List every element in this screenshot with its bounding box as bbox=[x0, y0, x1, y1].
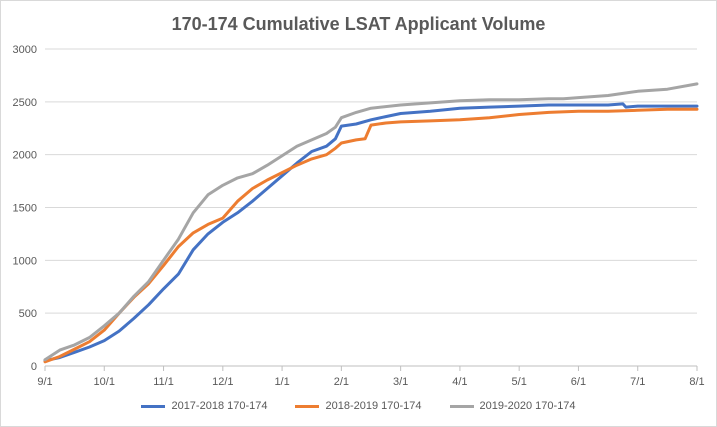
y-tick-label: 1500 bbox=[13, 203, 37, 215]
y-tick-label: 2000 bbox=[13, 150, 37, 162]
y-tick-label: 0 bbox=[31, 361, 37, 373]
x-tick-label: 4/1 bbox=[452, 376, 467, 388]
x-tick-label: 12/1 bbox=[212, 376, 233, 388]
axes: 0 500 1000 1500 2000 2500 3000 9/1 10/1 11/1 12/1 1… bbox=[13, 44, 705, 388]
x-tick-label: 5/1 bbox=[512, 376, 527, 388]
x-tick-label: 3/1 bbox=[393, 376, 408, 388]
legend-swatch bbox=[295, 404, 320, 408]
legend-label: 2017-2018 170-174 bbox=[171, 400, 268, 412]
y-tick-label: 2500 bbox=[13, 97, 37, 109]
x-tick-label: 10/1 bbox=[94, 376, 115, 388]
y-tick-label: 500 bbox=[19, 308, 37, 320]
series-line-1 bbox=[43, 102, 699, 363]
x-tick-label: 2/1 bbox=[334, 376, 349, 388]
y-tick-label: 1000 bbox=[13, 255, 37, 267]
x-tick-label: 1/1 bbox=[274, 376, 289, 388]
x-tick-label: 6/1 bbox=[571, 376, 586, 388]
legend-label: 2018-2019 170-174 bbox=[325, 400, 422, 412]
legend-item-3: 2019-2020 170-174 bbox=[449, 400, 576, 412]
legend-item-1: 2017-2018 170-174 bbox=[141, 400, 267, 412]
legend-item-2: 2018-2019 170-174 bbox=[295, 400, 422, 412]
series-line-3 bbox=[43, 82, 699, 362]
gridlines bbox=[45, 48, 697, 314]
series-lines bbox=[43, 82, 699, 364]
x-tick-label: 8/1 bbox=[689, 376, 704, 388]
legend-swatch bbox=[141, 404, 166, 408]
y-tick-label: 3000 bbox=[13, 44, 37, 56]
x-tick-label: 9/1 bbox=[37, 376, 52, 388]
x-tick-label: 11/1 bbox=[153, 376, 174, 388]
legend-label: 2019-2020 170-174 bbox=[479, 400, 576, 412]
legend-swatch bbox=[449, 404, 474, 408]
legend: 2017-2018 170-174 2018-2019 170-174 2019-2… bbox=[0, 400, 717, 412]
chart-title: 170-174 Cumulative LSAT Applicant Volume bbox=[171, 14, 546, 34]
x-tick-label: 7/1 bbox=[630, 376, 645, 388]
series-line-2 bbox=[43, 107, 699, 364]
